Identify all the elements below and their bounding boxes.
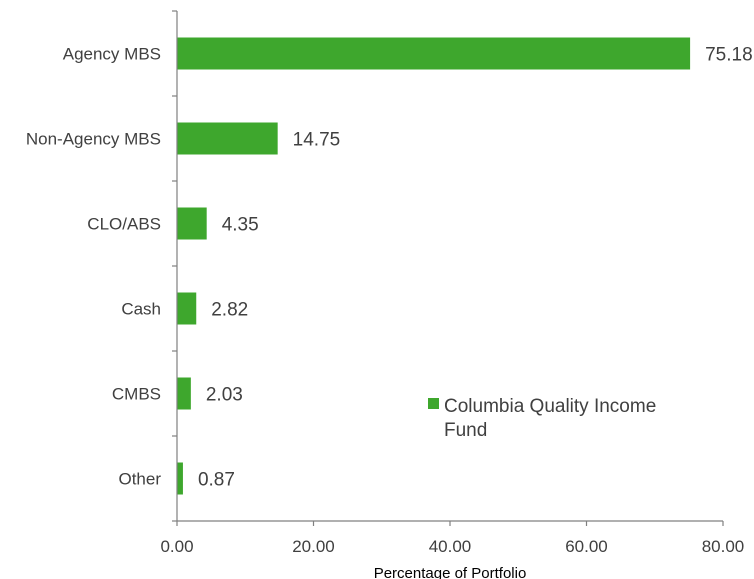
x-tick-label: 80.00 xyxy=(702,537,745,556)
data-label: 4.35 xyxy=(222,215,259,236)
bars xyxy=(177,37,691,495)
bar xyxy=(177,122,278,155)
x-tick-label: 0.00 xyxy=(160,537,193,556)
legend: Columbia Quality Income Fund xyxy=(428,396,656,441)
data-label: 2.03 xyxy=(206,385,243,406)
x-tick-label: 20.00 xyxy=(292,537,335,556)
category-label: CLO/ABS xyxy=(87,215,161,234)
x-axis-ticks: 0.00 20.00 40.00 60.00 80.00 xyxy=(160,10,745,556)
x-tick-label: 40.00 xyxy=(429,537,472,556)
data-label: 14.75 xyxy=(293,130,341,151)
legend-swatch xyxy=(428,398,439,409)
category-label: Agency MBS xyxy=(63,45,161,64)
bar xyxy=(177,292,197,325)
data-label: 2.82 xyxy=(211,300,248,321)
category-label: Non-Agency MBS xyxy=(26,130,161,149)
legend-label-line-1: Columbia Quality Income xyxy=(444,396,656,417)
data-label: 75.18 xyxy=(705,45,753,66)
category-label: Cash xyxy=(121,300,161,319)
bar xyxy=(177,377,191,410)
bar xyxy=(177,207,207,240)
x-tick-label: 60.00 xyxy=(565,537,608,556)
bar xyxy=(177,37,691,70)
bar xyxy=(177,462,183,495)
x-axis-title: Percentage of Portfolio xyxy=(374,565,527,579)
category-label: Other xyxy=(118,470,161,489)
data-label: 0.87 xyxy=(198,470,235,491)
category-labels: Agency MBS Non-Agency MBS CLO/ABS Cash CMBS O… xyxy=(26,45,161,489)
legend-label-line-2: Fund xyxy=(444,420,487,441)
value-labels: 75.18 14.75 4.35 2.82 2.03 0.87 xyxy=(198,45,753,491)
axes xyxy=(176,11,723,522)
category-label: CMBS xyxy=(112,385,161,404)
